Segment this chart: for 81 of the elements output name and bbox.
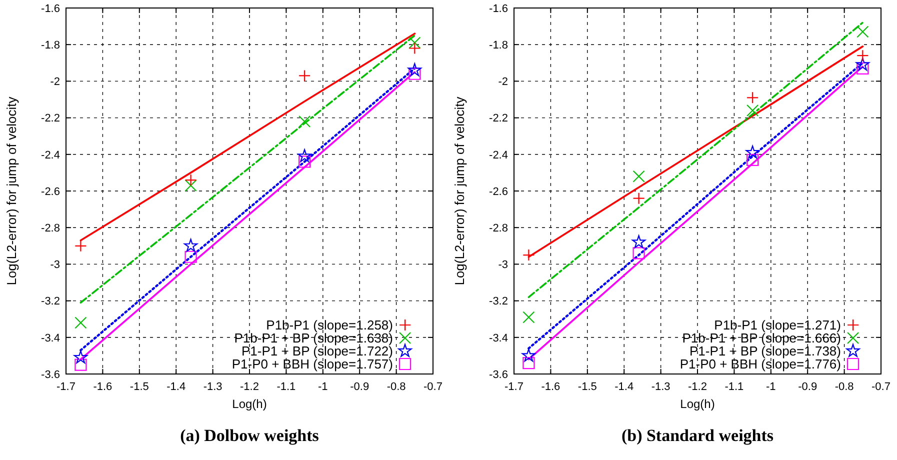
point (856, 26, 869, 38)
point (522, 356, 535, 370)
point (522, 348, 536, 362)
x-tick-label: -1.2 (240, 381, 259, 393)
y-tick-label: -1.6 (489, 2, 508, 15)
y-tick-label: -2.8 (41, 222, 60, 234)
y-tick-label: -3.2 (41, 296, 60, 308)
point (74, 358, 87, 371)
point (184, 238, 198, 252)
point (184, 179, 197, 192)
point (746, 104, 759, 117)
point (522, 249, 535, 262)
x-tick-label: -1.1 (724, 381, 744, 393)
x-tick-label: -1.6 (541, 381, 560, 393)
point (632, 192, 645, 204)
y-tick-label: -1.6 (41, 2, 60, 15)
x-tick-label: -1.5 (578, 381, 597, 393)
point (408, 63, 422, 76)
x-tick-label: -1 (318, 381, 328, 393)
point (856, 58, 870, 71)
x-axis-title: Log(h) (232, 397, 267, 411)
x-tick-label: -1.5 (130, 381, 149, 393)
point (74, 350, 88, 364)
x-tick-label: -0.9 (350, 381, 370, 393)
y-tick-label: -2.8 (489, 222, 508, 234)
y-axis-title: Log(L2-error) for jump of velocity (452, 96, 467, 286)
point (746, 154, 759, 166)
text: (b) Standard weights (621, 426, 774, 445)
text: (a) Dolbow weights (180, 426, 320, 445)
point (632, 247, 645, 260)
point (184, 250, 197, 263)
y-tick-label: -2.2 (489, 112, 508, 125)
y-tick-label: -2 (498, 76, 508, 88)
point (408, 36, 421, 49)
x-tick-label: -1.3 (203, 381, 222, 393)
x-tick-label: -1.1 (276, 381, 296, 393)
point (298, 70, 311, 82)
x-tick-label: -1.4 (614, 381, 634, 393)
x-tick-label: -0.7 (424, 381, 442, 393)
x-tick-label: -1.7 (56, 381, 76, 393)
point (184, 174, 197, 186)
y-tick-label: -1.8 (41, 39, 60, 52)
y-tick-label: -3.6 (489, 368, 508, 381)
y-tick-label: -3.4 (41, 332, 60, 344)
legend-label: P1b-P1 (slope=1.271) (714, 318, 841, 333)
legend-label: P1b-P1 (slope=1.258) (266, 318, 393, 333)
point (632, 170, 645, 182)
x-tick-label: -1.7 (504, 381, 524, 393)
y-tick-label: -2 (50, 76, 60, 88)
x-tick-label: -1.2 (688, 381, 707, 393)
y-tick-label: -3 (498, 259, 508, 272)
x-tick-label: -0.7 (872, 381, 890, 393)
point (632, 235, 646, 248)
x-tick-label: -0.8 (386, 381, 406, 393)
point (74, 316, 87, 329)
point (408, 42, 421, 54)
y-tick-label: -2.4 (489, 149, 508, 162)
x-tick-label: -1.4 (166, 381, 186, 393)
y-tick-label: -2.2 (41, 112, 60, 125)
y-tick-label: -3.6 (41, 368, 60, 381)
y-tick-label: -2.6 (41, 186, 60, 198)
point (298, 149, 312, 162)
point (746, 145, 760, 158)
y-tick-label: -1.8 (489, 39, 508, 52)
y-tick-label: -3.2 (489, 296, 508, 308)
x-tick-label: -0.9 (798, 381, 818, 393)
y-axis-title: Log(L2-error) for jump of velocity (4, 96, 19, 286)
x-axis-title: Log(h) (680, 397, 715, 411)
point (746, 92, 759, 104)
x-tick-label: -1 (766, 381, 776, 393)
point (856, 50, 869, 62)
x-tick-label: -1.6 (93, 381, 112, 393)
y-tick-label: -3 (50, 259, 60, 272)
y-tick-label: -2.4 (41, 149, 60, 162)
x-tick-label: -0.8 (834, 381, 854, 393)
y-tick-label: -3.4 (489, 332, 508, 344)
point (74, 240, 87, 252)
x-tick-label: -1.3 (651, 381, 670, 393)
point (298, 115, 311, 128)
point (522, 311, 535, 324)
y-tick-label: -2.6 (489, 186, 508, 198)
